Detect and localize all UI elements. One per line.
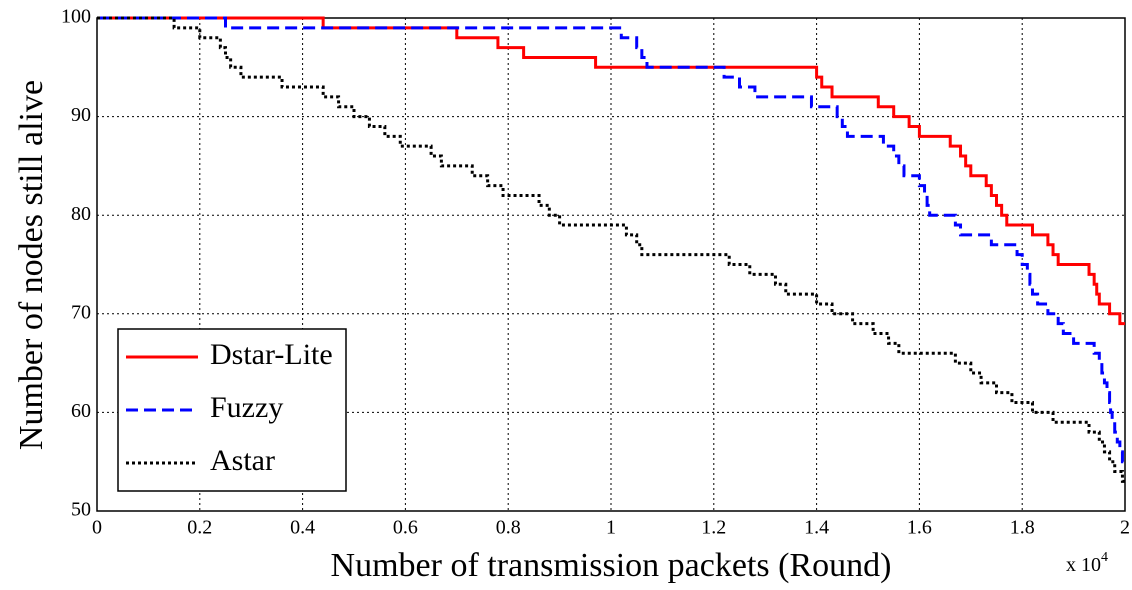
data-line: [97, 16, 1125, 483]
legend-label: Astar: [210, 444, 275, 477]
y-tick-label: 80: [71, 203, 91, 225]
data-line: [97, 16, 1125, 464]
x-tick-label: 2: [1120, 517, 1130, 539]
y-tick-label: 100: [61, 6, 91, 28]
plot-frame: [96, 17, 1126, 512]
y-axis-label: Number of nodes still alive: [13, 80, 50, 450]
x-tick-label: 0.4: [290, 517, 315, 539]
x-tick-label: 0.6: [393, 517, 418, 539]
x-axis-label: Number of transmission packets (Round): [331, 547, 892, 584]
x-tick-label: 1.8: [1010, 517, 1035, 539]
y-tick-label: 50: [71, 499, 91, 521]
y-tick-label: 70: [71, 301, 91, 323]
multiplier-exponent: 4: [1101, 550, 1108, 565]
x-tick-label: 1: [606, 517, 616, 539]
legend-label: Dstar-Lite: [210, 338, 333, 371]
x-tick-label: 1.4: [804, 517, 829, 539]
legend-label: Fuzzy: [210, 391, 283, 424]
x-tick-label: 1.6: [907, 517, 932, 539]
y-tick-label: 90: [71, 104, 91, 126]
x-multiplier: x 104: [1066, 550, 1108, 575]
y-tick-label: 60: [71, 400, 91, 422]
multiplier-base: x 10: [1066, 554, 1101, 576]
x-tick-label: 1.2: [701, 517, 726, 539]
x-tick-label: 0.8: [496, 517, 521, 539]
data-line: [97, 16, 1125, 326]
x-tick-label: 0.2: [187, 517, 212, 539]
x-tick-label: 0: [92, 517, 102, 539]
